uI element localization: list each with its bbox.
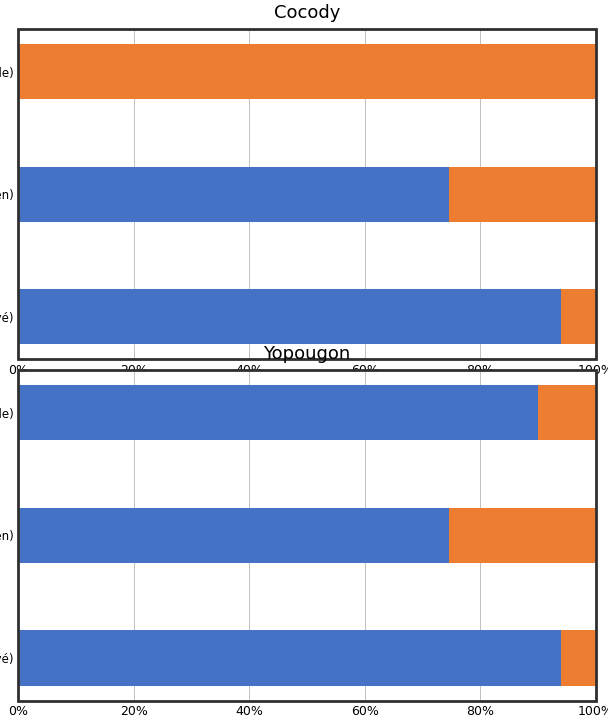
- Bar: [538, 386, 596, 441]
- Bar: [18, 289, 561, 344]
- Bar: [449, 508, 596, 563]
- Bar: [18, 630, 561, 685]
- Bar: [18, 508, 449, 563]
- Bar: [18, 167, 449, 221]
- Bar: [449, 167, 596, 221]
- Title: Yopougon: Yopougon: [263, 345, 351, 363]
- Bar: [561, 630, 596, 685]
- Bar: [18, 386, 538, 441]
- Bar: [18, 44, 596, 99]
- Bar: [561, 289, 596, 344]
- Legend: Précollecteurs Oui, Précollecteurs Non: Précollecteurs Oui, Précollecteurs Non: [169, 413, 445, 426]
- Title: Cocody: Cocody: [274, 4, 340, 22]
